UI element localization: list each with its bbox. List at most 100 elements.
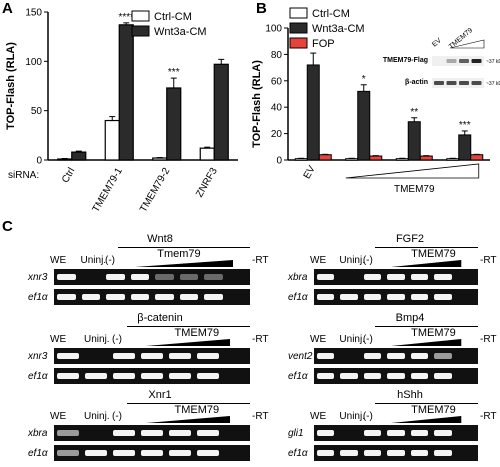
lane-label: (-) [112,411,122,422]
bar-ctrl-cm [446,158,460,161]
gel-band [410,430,429,436]
y-tick-label: 60 [271,76,283,87]
gel-band [169,450,191,456]
gel-title: hShh [397,389,423,401]
gel-title-underline [374,326,478,327]
bar-fop [318,154,332,161]
gel-band [179,274,198,280]
inset-marker: ~37 kD [486,81,500,87]
gel-band [434,430,452,436]
gel-band [169,373,191,379]
inset-row-label: β-actin [405,79,428,86]
lane-label: Uninj. [339,334,365,345]
bar-wnt3a-cm [458,134,472,161]
gel-band [410,294,429,300]
legend-swatch [131,10,150,22]
gene-label: gli1 [288,428,304,439]
gel-title: Xnr1 [148,389,172,401]
dose-wedge-shape [146,339,231,346]
gel-title-underline [374,247,478,248]
significance-label: ** [410,107,418,118]
gel-band [113,353,135,359]
lane-label: (-) [362,255,373,266]
gel-band [410,353,429,359]
bar-ctrl-cm [345,158,359,161]
gel-band [387,353,405,359]
gel-panel-0: Wnt8 Tmem79 WE Uninj. (-) -RT xnr3 ef1α [28,233,270,308]
significance-label: **** [118,12,134,23]
gel-agent-label: TMEM79 [174,327,220,339]
y-axis-label: TOP-Flash (RLA) [251,60,263,148]
gel-title: Wnt8 [147,233,173,245]
legend-swatch [289,22,308,34]
gel-band [387,430,405,436]
y-tick-label: 150 [25,8,42,19]
bar-ctrl-cm [199,147,215,161]
gel-band [141,373,163,379]
dose-wedge-shape [391,416,462,423]
gel-band [130,294,149,300]
gel-band [197,450,219,456]
gel-title: Bmp4 [395,312,425,324]
lane-label: Uninj. [84,334,110,345]
chart-a: 0 50 100 150 TOP-Flash (RLA) Ctrl **** TMEM79-1… [5,8,238,215]
gel-band [363,450,382,456]
bar-ctrl-cm [395,158,409,161]
bar-ctrl-cm [104,119,120,161]
lane-label: WE [50,334,67,345]
bar-wnt3a-cm [407,121,421,161]
gel-band [317,373,335,379]
gel-title-underline [126,403,250,404]
gel-band [317,353,335,359]
inset-dose-triangle [449,39,485,49]
gel-panel-5: hShh TMEM79 WE Uninj. (-) -RT gli1 ef1α [288,389,500,464]
lane-label-minus-rt: -RT [480,334,497,345]
legend-label: Wnt3a-CM [312,23,365,35]
gel-band [317,450,335,456]
gel-band [197,373,219,379]
y-tick-label: 100 [25,57,42,68]
bar-wnt3a-cm [306,64,320,161]
gel-band [387,294,405,300]
lane-label-minus-rt: -RT [480,411,497,422]
gel-band [363,430,382,436]
gel-band [197,430,219,436]
inset-blot [432,78,484,88]
dose-wedge [391,416,462,423]
bar-wnt3a-cm [71,151,87,161]
significance-label: * [362,74,366,85]
gel-band [85,373,107,379]
x-tick-label: TMEM79-2 [138,166,172,215]
gel-band [113,450,135,456]
significance-label: *** [168,67,180,78]
y-tick-label: 0 [36,156,42,167]
gel-band [106,274,125,280]
x-tick-label: Ctrl [60,166,77,185]
gel-band [141,430,163,436]
gel-band [141,353,163,359]
y-axis-label: TOP-Flash (RLA) [5,42,17,130]
bar-wnt3a-cm [166,87,182,161]
lane-label: Uninj. [339,411,365,422]
gel-band [81,294,100,300]
y-tick-label: 100 [265,24,282,35]
gel-band [434,450,452,456]
gel-title: FGF2 [395,233,425,245]
gel-strip [54,269,250,285]
gel-band [169,353,191,359]
gel-title: β-catenin [137,312,183,324]
lane-label: WE [50,255,67,266]
inset-blot [432,56,484,66]
gel-panel-4: Xnr1 TMEM79 WE Uninj. (-) -RT xbra ef1α [28,389,270,464]
gel-band [363,294,382,300]
gel-agent-label: TMEM79 [411,327,456,339]
legend-swatch [289,37,308,49]
gel-agent-label: Tmem79 [157,248,201,260]
x-prefix-label: siRNA: [8,170,39,181]
gel-band [434,373,452,379]
y-tick-label: 20 [271,129,283,140]
inset-marker: ~37 kD [486,59,500,65]
gel-band [434,294,452,300]
dose-wedge-shape [391,339,462,346]
